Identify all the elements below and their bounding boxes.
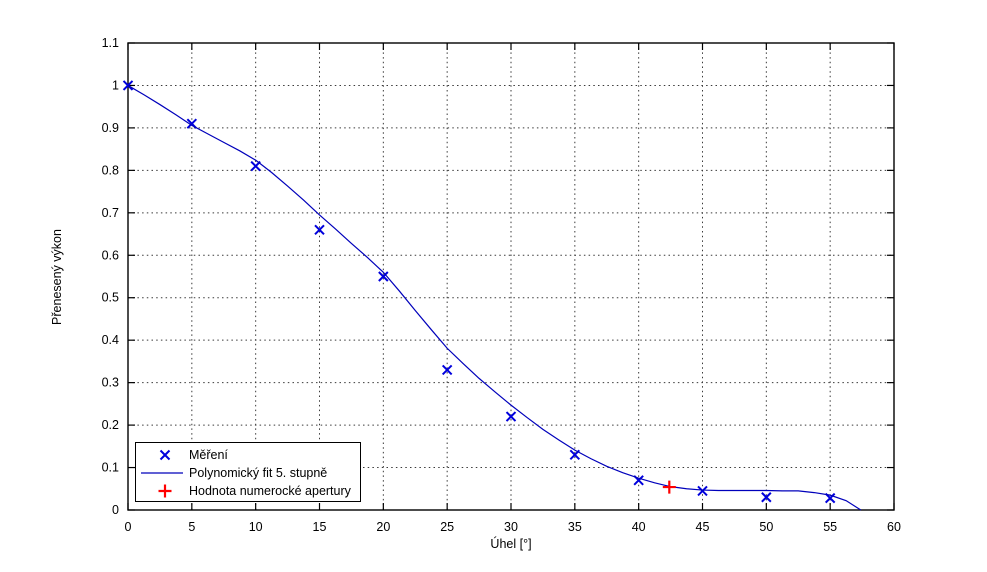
y-tick-label: 1.1 bbox=[102, 36, 119, 50]
x-tick-label: 10 bbox=[249, 520, 263, 534]
y-tick-label: 0.1 bbox=[102, 461, 119, 475]
x-tick-label: 5 bbox=[188, 520, 195, 534]
fit-line bbox=[127, 84, 862, 511]
axis-layer: 0 5 10 15 20 25 30 35 40 45 50 55 60 0 0.1 0.2 0.3 0.4 0.5… bbox=[102, 36, 901, 534]
grid-layer bbox=[128, 43, 894, 510]
x-tick-label: 30 bbox=[504, 520, 518, 534]
y-tick-label: 0.5 bbox=[102, 291, 119, 305]
legend-line-icon bbox=[141, 472, 183, 474]
measurement-marker bbox=[761, 492, 772, 503]
measurement-marker bbox=[378, 271, 389, 282]
y-tick-label: 0.8 bbox=[102, 163, 119, 177]
y-tick-label: 0.9 bbox=[102, 121, 119, 135]
legend-label: Polynomický fit 5. stupně bbox=[189, 466, 328, 480]
x-tick-label: 20 bbox=[376, 520, 390, 534]
y-tick-label: 0.6 bbox=[102, 248, 119, 262]
y-tick-label: 0.2 bbox=[102, 418, 119, 432]
x-tick-label: 50 bbox=[759, 520, 773, 534]
legend-plus-marker-icon bbox=[158, 484, 172, 498]
x-tick-label: 45 bbox=[696, 520, 710, 534]
legend-row: Měření bbox=[136, 446, 360, 464]
x-tick-label: 55 bbox=[823, 520, 837, 534]
legend-label: Hodnota numerocké apertury bbox=[189, 484, 351, 498]
legend-row: Hodnota numerocké apertury bbox=[136, 482, 360, 500]
measurement-marker bbox=[314, 224, 325, 236]
y-tick-label: 0 bbox=[112, 503, 119, 517]
legend: Měření Polynomický fit 5. stupně Hodnota n… bbox=[135, 442, 361, 502]
x-tick-label: 25 bbox=[440, 520, 454, 534]
y-tick-label: 0.7 bbox=[102, 206, 119, 220]
plot-box bbox=[127, 42, 895, 511]
y-tick-label: 1 bbox=[112, 78, 119, 92]
y-tick-label: 0.3 bbox=[102, 376, 119, 390]
x-tick-label: 40 bbox=[632, 520, 646, 534]
x-tick-label: 60 bbox=[887, 520, 901, 534]
legend-label: Měření bbox=[189, 448, 228, 462]
measurement-marker bbox=[505, 411, 517, 422]
legend-row: Polynomický fit 5. stupně bbox=[136, 464, 360, 482]
na-marker bbox=[662, 480, 676, 494]
x-axis-label: Úhel [°] bbox=[490, 536, 531, 551]
x-tick-label: 35 bbox=[568, 520, 582, 534]
legend-x-marker-icon bbox=[159, 449, 171, 461]
y-tick-label: 0.4 bbox=[102, 333, 119, 347]
measurement-marker bbox=[441, 364, 453, 376]
measurement-marker bbox=[697, 485, 708, 497]
x-tick-label: 15 bbox=[313, 520, 327, 534]
y-axis-label: Přenesený výkon bbox=[50, 229, 64, 325]
x-tick-label: 0 bbox=[125, 520, 132, 534]
series-layer bbox=[122, 80, 862, 511]
